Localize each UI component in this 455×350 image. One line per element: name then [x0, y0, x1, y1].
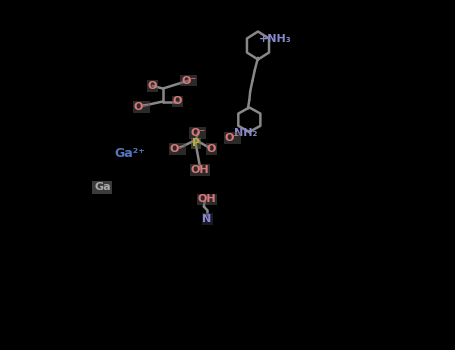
Text: OH: OH — [198, 195, 216, 204]
Text: Ga: Ga — [94, 182, 111, 192]
Text: OH: OH — [191, 165, 209, 175]
Text: O⁻: O⁻ — [181, 76, 197, 85]
Text: O: O — [173, 97, 182, 106]
Text: P: P — [192, 139, 200, 148]
Text: O⁻: O⁻ — [224, 133, 240, 143]
Text: N: N — [202, 214, 212, 224]
Text: O: O — [207, 144, 216, 154]
Text: NH₂: NH₂ — [234, 128, 258, 138]
Text: +NH₃: +NH₃ — [259, 34, 292, 43]
Text: O⁻: O⁻ — [133, 102, 149, 112]
Text: Ga²⁺: Ga²⁺ — [114, 147, 145, 161]
Text: O: O — [148, 81, 157, 91]
Text: O⁻: O⁻ — [170, 144, 185, 154]
Text: O⁻: O⁻ — [190, 128, 206, 138]
